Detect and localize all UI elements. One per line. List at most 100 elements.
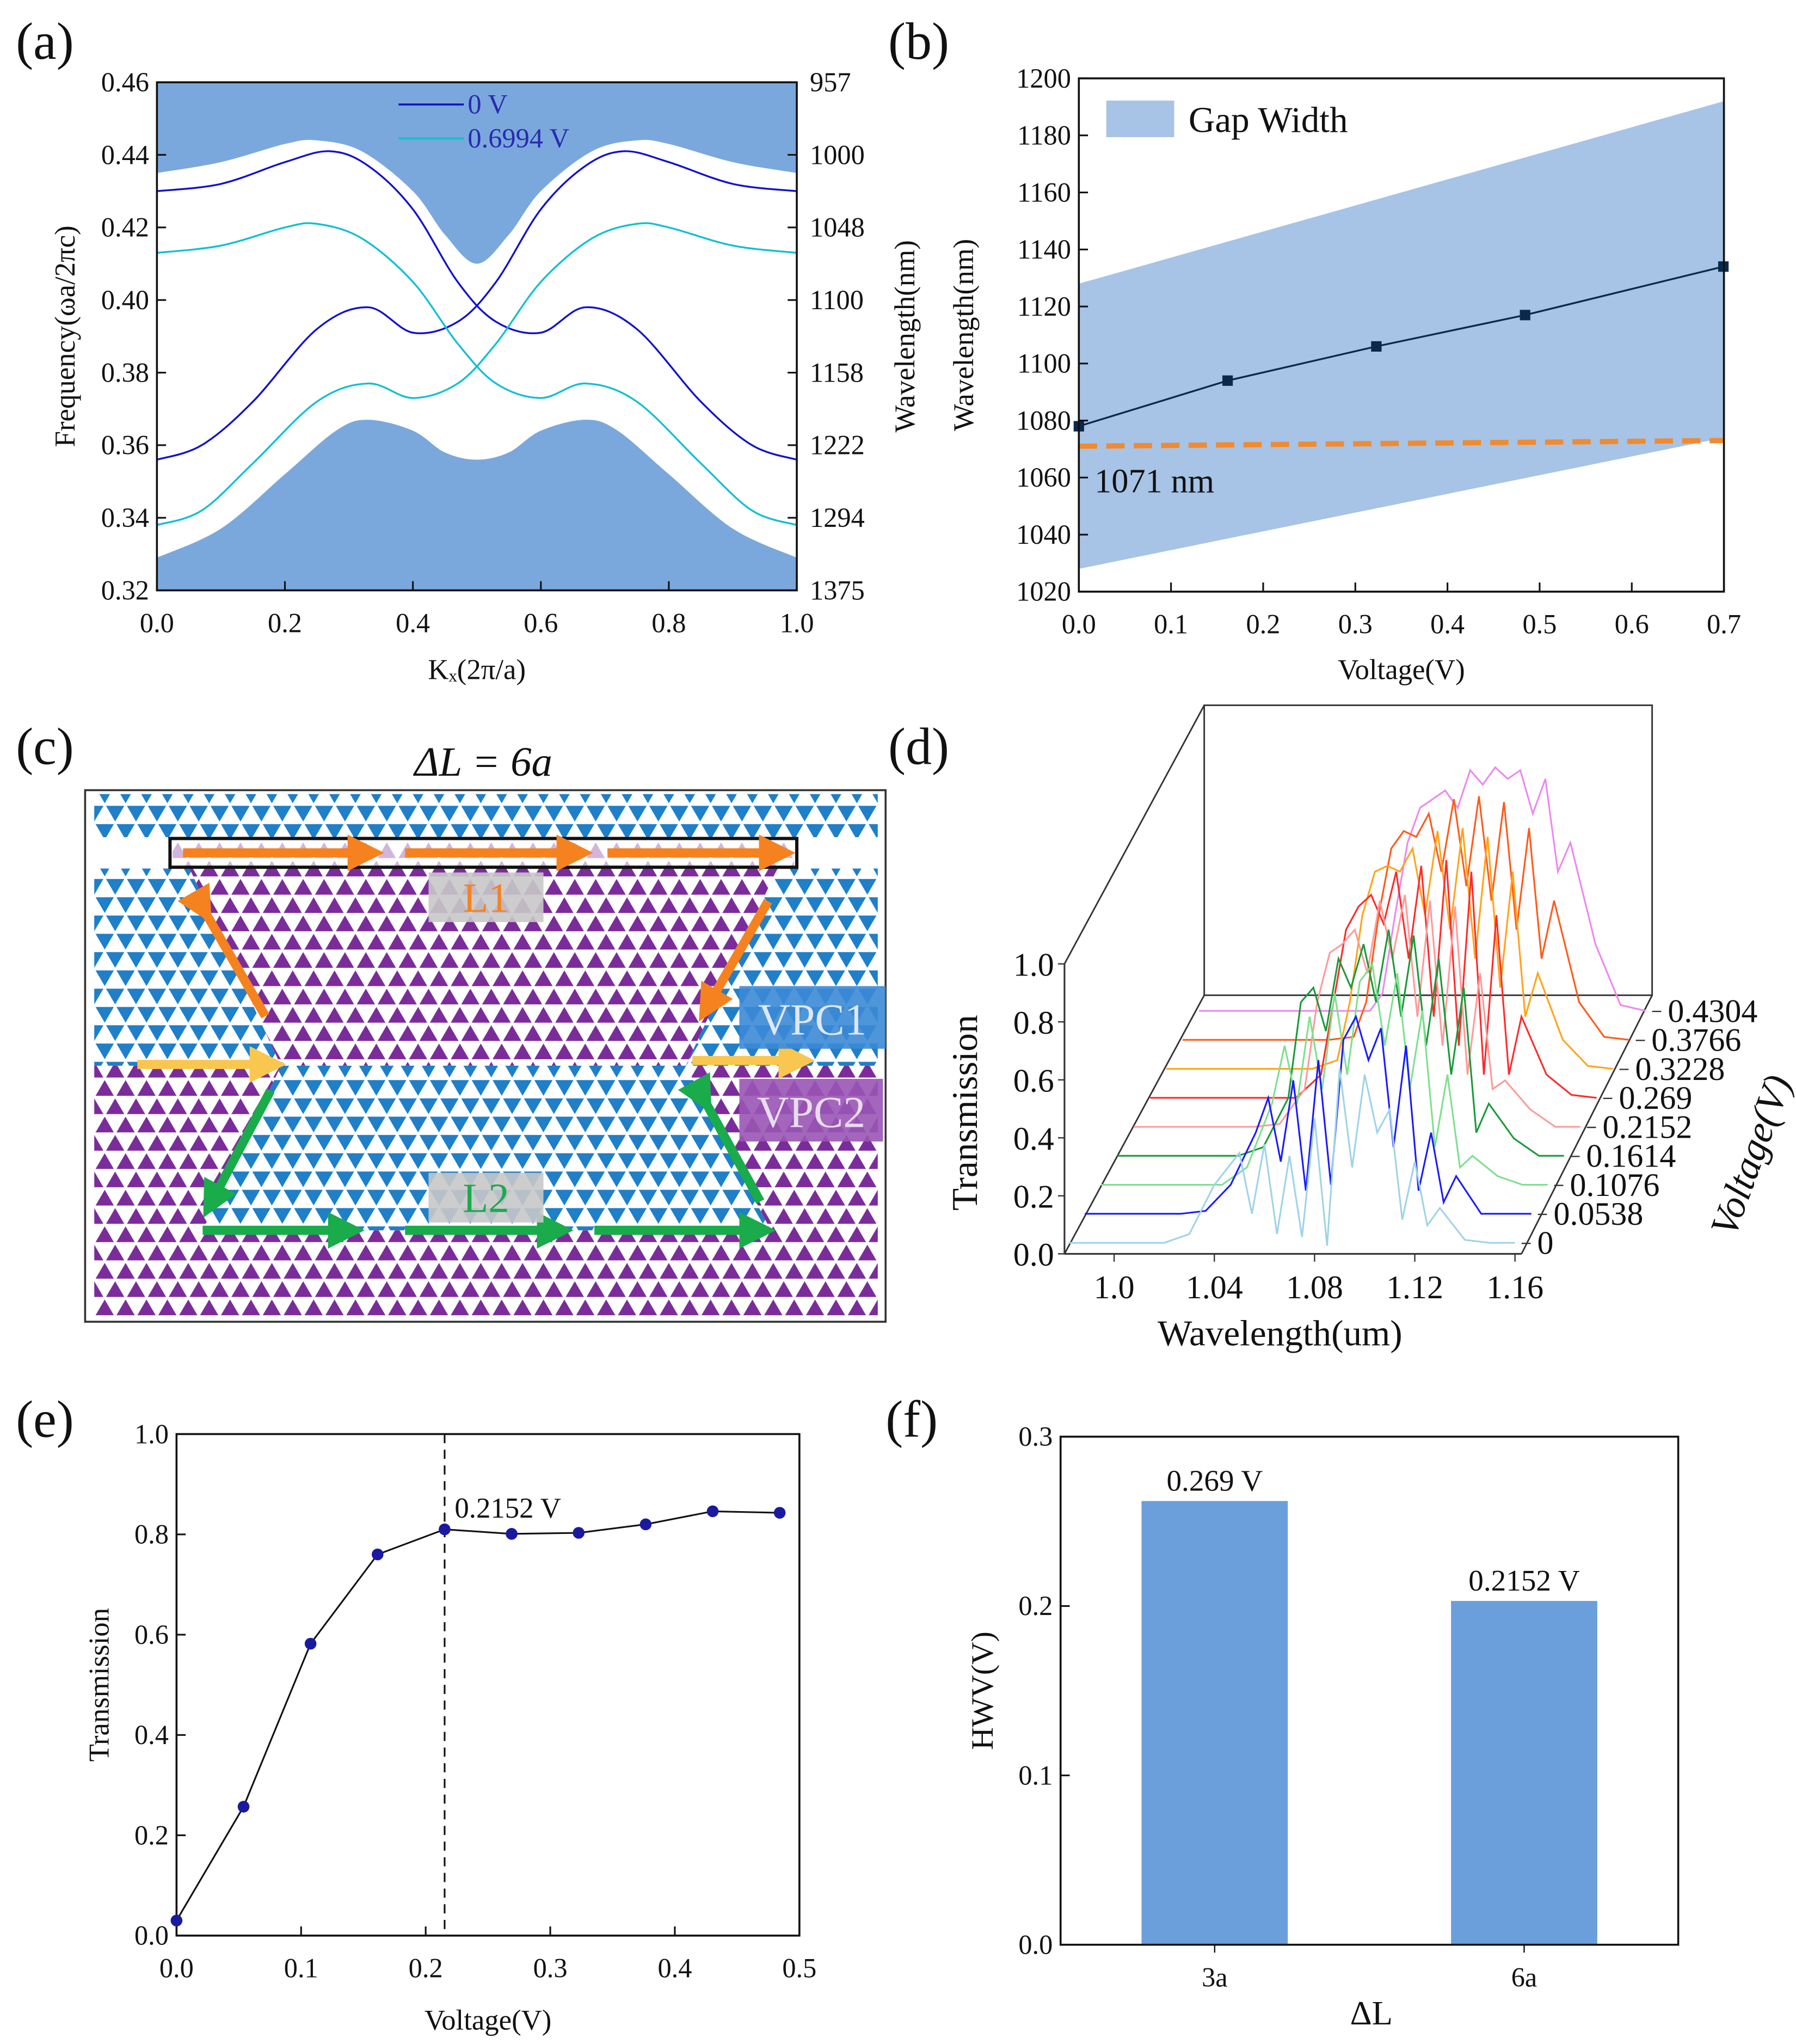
y-tick-label: 0.6 bbox=[134, 1619, 169, 1650]
x-tick-label: 0.2 bbox=[409, 1953, 443, 1984]
y-tick-label: 0.38 bbox=[101, 357, 149, 388]
bar-data-label: 0.2152 V bbox=[1468, 1564, 1580, 1597]
y-axis-label: Frequency(ωa/2πc) bbox=[50, 225, 81, 447]
x-tick-label: 0.3 bbox=[1338, 609, 1373, 640]
x-tick-label: 0.4 bbox=[1430, 609, 1465, 640]
z-tick-label: 0 bbox=[1537, 1225, 1553, 1261]
y-tick-label: 0.4 bbox=[1013, 1121, 1054, 1157]
plot-frame bbox=[1059, 1435, 1680, 1946]
data-point bbox=[304, 1637, 317, 1650]
z-tick-label: 0.2152 bbox=[1602, 1109, 1692, 1145]
y-tick-label: 0.0 bbox=[134, 1920, 169, 1951]
x-tick-label: 0.5 bbox=[1522, 609, 1557, 640]
arrow-left-down bbox=[203, 1088, 275, 1218]
z-tick-label: 0.269 bbox=[1619, 1080, 1692, 1116]
z-tick-label: 0.0538 bbox=[1553, 1196, 1643, 1232]
propagation-arrows bbox=[137, 834, 815, 1249]
x-tick-label: 1.08 bbox=[1286, 1269, 1343, 1305]
x-tick-label: 0.6 bbox=[524, 607, 558, 638]
x-tick-label: 1.0 bbox=[1094, 1269, 1135, 1305]
x-tick-label: 0.4 bbox=[396, 607, 430, 638]
edge-state-curve bbox=[156, 222, 797, 526]
floor-edge bbox=[1063, 995, 1205, 1255]
y-tick-label: 1040 bbox=[1016, 519, 1071, 550]
y-tick-label: 0.2 bbox=[134, 1820, 169, 1850]
y-axis-label: Transmission bbox=[944, 1015, 985, 1211]
spectrum-line bbox=[1068, 1069, 1515, 1246]
y-tick-label: 1080 bbox=[1016, 405, 1071, 435]
y2-tick-label: 1222 bbox=[810, 430, 865, 461]
y-tick-label: 0.32 bbox=[101, 575, 149, 605]
edge-state-curve bbox=[156, 150, 797, 461]
y2-tick-label: 1100 bbox=[810, 285, 864, 315]
y-tick-label: 0.40 bbox=[101, 285, 149, 315]
data-point bbox=[1520, 310, 1530, 321]
data-point bbox=[170, 1914, 183, 1927]
y-axis-label: Transmission bbox=[84, 1608, 115, 1761]
panel-e-transmission-chart: 0.2152 V 0.0 0.1 0.2 0.3 0.4 0.5 0.0 0.2 0.4 0.6 0.… bbox=[84, 1419, 817, 2036]
y-tick-label: 0.34 bbox=[101, 502, 149, 533]
y-tick-label: 0.2 bbox=[1013, 1178, 1054, 1214]
z-tick-label: 0.1076 bbox=[1570, 1167, 1659, 1203]
y-tick-label: 0.44 bbox=[101, 139, 149, 170]
bar-6a bbox=[1451, 1601, 1597, 1945]
x-tick-label: 0.1 bbox=[1154, 609, 1188, 640]
panel-label-b: (b) bbox=[888, 12, 949, 70]
x-tick-label: 6a bbox=[1511, 1962, 1537, 1992]
x-axis-label: Kₓ(2π/a) bbox=[428, 654, 526, 686]
x-tick-label: 0.2 bbox=[268, 607, 302, 638]
x-tick-label: 0.3 bbox=[533, 1953, 568, 1984]
data-point bbox=[773, 1507, 786, 1519]
panel-label-d: (d) bbox=[888, 717, 949, 776]
y-tick-label: 0.42 bbox=[101, 212, 149, 243]
transmission-line bbox=[176, 1510, 780, 1922]
x-tick-label: 0.7 bbox=[1707, 609, 1741, 640]
data-point bbox=[371, 1548, 384, 1561]
panel-label-c: (c) bbox=[16, 717, 74, 776]
y-tick-label: 0.3 bbox=[1018, 1421, 1053, 1452]
x-tick-label: 0.4 bbox=[657, 1953, 692, 1984]
data-point bbox=[439, 1523, 451, 1536]
x-tick-label: 1.12 bbox=[1386, 1269, 1443, 1305]
legend-label: Gap Width bbox=[1189, 99, 1348, 140]
l2-label: L2 bbox=[463, 1175, 509, 1222]
vpc2-core bbox=[189, 868, 778, 1066]
x-tick-label: 0.6 bbox=[1615, 609, 1649, 640]
y2-tick-label: 1158 bbox=[810, 357, 864, 388]
vpc1-core bbox=[202, 1065, 771, 1231]
data-point bbox=[706, 1505, 719, 1518]
panel-label-e: (e) bbox=[16, 1390, 74, 1448]
x-tick-label: 0.0 bbox=[1062, 609, 1096, 640]
y-axis-label: Wavelength(nm) bbox=[948, 239, 980, 431]
y-tick-label: 1180 bbox=[1017, 120, 1071, 151]
y-tick-label: 0.2 bbox=[1018, 1591, 1053, 1621]
panel-a-band-diagram: 0.0 0.2 0.4 0.6 0.8 1.0 0.32 0.34 0.36 0.38 0.40 0.… bbox=[50, 67, 921, 686]
vpc1-label-box bbox=[739, 986, 886, 1049]
y-tick-label: 1.0 bbox=[1013, 947, 1054, 983]
y-tick-label: 0.1 bbox=[1018, 1760, 1053, 1790]
y-tick-label: 0.36 bbox=[101, 430, 149, 461]
bar-data-label: 0.269 V bbox=[1166, 1464, 1263, 1497]
x-tick-label: 0.8 bbox=[651, 607, 686, 638]
y-tick-label: 1.0 bbox=[134, 1419, 169, 1449]
bulk-band-upper bbox=[157, 82, 797, 264]
arrow-left-up bbox=[177, 882, 269, 1018]
y2-axis-label: Wavelength(nm) bbox=[889, 240, 921, 432]
panel-f-bar-chart: 0.269 V 3a 0.2152 V 6a 0.0 0.1 0.2 0.3 ΔL HWV(V) bbox=[965, 1421, 1680, 2032]
reference-line bbox=[1079, 438, 1724, 449]
spectrum-line bbox=[1101, 962, 1548, 1186]
legend-swatch bbox=[1106, 100, 1174, 137]
y-tick-label: 1200 bbox=[1016, 63, 1071, 94]
panel-label-a: (a) bbox=[16, 12, 74, 70]
data-point bbox=[1371, 341, 1382, 352]
spectrum-line bbox=[1085, 1014, 1531, 1215]
z-tick-label: 0.3228 bbox=[1635, 1051, 1725, 1087]
plot-frame bbox=[1078, 77, 1725, 593]
y-tick-label: 0.0 bbox=[1018, 1929, 1053, 1960]
threshold-label: 0.2152 V bbox=[454, 1493, 561, 1524]
x-tick-label: 3a bbox=[1202, 1962, 1228, 1992]
arrow-right-up bbox=[678, 1072, 765, 1204]
y-tick-label: 1140 bbox=[1017, 234, 1071, 265]
panel-d-waterfall-chart: 00.05380.10760.16140.21520.2690.32280.37… bbox=[944, 704, 1796, 1353]
l1-highlight-box bbox=[168, 837, 799, 869]
